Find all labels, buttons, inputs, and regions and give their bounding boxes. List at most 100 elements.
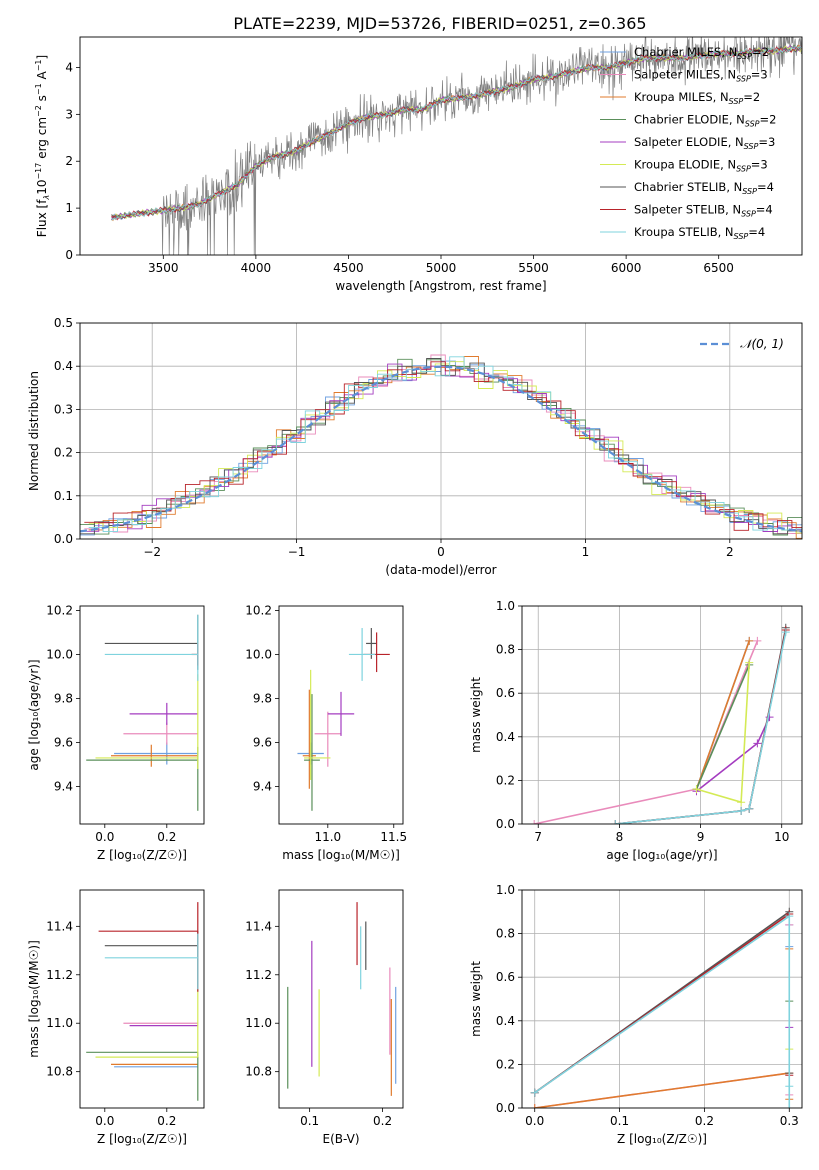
plot-area bbox=[86, 902, 199, 1101]
legend-label: Kroupa MILES, NSSP=2 bbox=[634, 90, 760, 106]
y-tick-label: 0.8 bbox=[496, 927, 515, 941]
y-tick-label: 10.8 bbox=[46, 1065, 73, 1079]
x-tick-label: 10 bbox=[774, 830, 789, 844]
weight-marker bbox=[737, 798, 746, 807]
x-tick-label: −1 bbox=[288, 545, 306, 559]
axes-frame bbox=[79, 36, 803, 256]
y-tick-label: 0.4 bbox=[54, 359, 73, 373]
weight-marker bbox=[692, 785, 701, 794]
plot-area bbox=[111, 37, 802, 255]
x-axis-label: wavelength [Angstrom, rest frame] bbox=[335, 279, 546, 293]
x-tick-label: 0.2 bbox=[157, 830, 176, 844]
weight-marker bbox=[530, 820, 539, 824]
x-tick-label: 0.2 bbox=[157, 1114, 176, 1128]
y-tick-label: 0.1 bbox=[54, 489, 73, 503]
model-spectrum-4 bbox=[111, 44, 802, 221]
y-axis-label: mass weight bbox=[469, 961, 483, 1037]
y-axis-label: age [log₁₀(age/yr)] bbox=[27, 659, 41, 770]
y-tick-label: 11.0 bbox=[46, 1016, 73, 1030]
y-tick-label: 9.4 bbox=[54, 780, 73, 794]
x-tick-label: 11.5 bbox=[380, 830, 407, 844]
x-tick-label: 8 bbox=[616, 830, 624, 844]
y-tick-label: 3 bbox=[65, 107, 73, 121]
weight-marker bbox=[530, 1104, 539, 1108]
plot-area bbox=[297, 628, 390, 811]
weight-marker bbox=[737, 806, 746, 815]
x-tick-label: 9 bbox=[697, 830, 705, 844]
y-tick-label: 9.4 bbox=[253, 780, 272, 794]
x-axis-label: mass [log₁₀(M/M☉)] bbox=[282, 848, 400, 862]
y-tick-label: 0.2 bbox=[54, 446, 73, 460]
y-tick-label: 9.8 bbox=[54, 691, 73, 705]
y-tick-label: 0.0 bbox=[54, 532, 73, 546]
x-axis-label: Z [log₁₀(Z/Z☉)] bbox=[617, 1132, 707, 1146]
y-tick-label: 0.0 bbox=[496, 1101, 515, 1115]
plot-area bbox=[80, 323, 802, 539]
model-spectrum-7 bbox=[111, 45, 802, 221]
x-axis-label: Z [log₁₀(Z/Z☉)] bbox=[97, 1132, 187, 1146]
legend-label: Salpeter MILES, NSSP=3 bbox=[634, 68, 768, 84]
y-tick-label: 10.0 bbox=[245, 647, 272, 661]
y-tick-label: 0.0 bbox=[496, 817, 515, 831]
weight-marker bbox=[745, 658, 754, 667]
weight-marker bbox=[753, 636, 762, 645]
plot-area bbox=[86, 614, 199, 811]
y-tick-label: 11.2 bbox=[245, 968, 272, 982]
x-tick-label: 0.3 bbox=[780, 1114, 799, 1128]
y-tick-label: 0.6 bbox=[496, 686, 515, 700]
y-tick-label: 1.0 bbox=[496, 599, 515, 613]
chart-residuals: −2 −1 0 1 2 0.0 0.1 0.2 0.3 0.4 0.5 (data-model)/er… bbox=[27, 316, 803, 577]
legend-label: Kroupa STELIB, NSSP=4 bbox=[634, 225, 765, 241]
weight-marker bbox=[745, 636, 754, 645]
x-tick-label: 0.0 bbox=[95, 1114, 114, 1128]
x-tick-label: 6500 bbox=[703, 261, 734, 275]
y-tick-label: 0.4 bbox=[496, 1014, 515, 1028]
plot-area bbox=[287, 902, 397, 1096]
x-tick-label: 4500 bbox=[333, 261, 364, 275]
y-tick-label: 11.0 bbox=[245, 1016, 272, 1030]
y-tick-label: 9.6 bbox=[253, 736, 272, 750]
x-axis-label: (data-model)/error bbox=[385, 563, 496, 577]
weight-marker bbox=[753, 739, 762, 748]
y-tick-label: 9.6 bbox=[54, 736, 73, 750]
chart-spectrum: 3500 4000 4500 5000 5500 6000 6500 0 1 2 3 4 wavelen… bbox=[34, 36, 803, 293]
legend-label: Chabrier ELODIE, NSSP=2 bbox=[634, 113, 776, 129]
x-axis-label: E(B-V) bbox=[322, 1132, 359, 1146]
weight-line-4 bbox=[534, 915, 790, 1094]
plot-area bbox=[522, 606, 802, 824]
axes-frame bbox=[521, 889, 803, 1109]
x-tick-label: −2 bbox=[143, 545, 161, 559]
y-tick-label: 0 bbox=[65, 248, 73, 262]
legend-label: Chabrier MILES, NSSP=2 bbox=[634, 45, 769, 61]
weight-marker bbox=[611, 820, 620, 824]
y-tick-label: 11.4 bbox=[46, 919, 73, 933]
y-tick-label: 10.2 bbox=[245, 603, 272, 617]
residual-hist-1 bbox=[84, 354, 802, 535]
y-axis-label: mass weight bbox=[469, 677, 483, 753]
legend-label: Kroupa ELODIE, NSSP=3 bbox=[634, 158, 768, 174]
x-tick-label: 0.2 bbox=[373, 1114, 392, 1128]
y-tick-label: 1.0 bbox=[496, 883, 515, 897]
y-axis-label: Normed distribution bbox=[27, 371, 41, 491]
weight-line-3 bbox=[695, 664, 750, 790]
x-tick-label: 3500 bbox=[148, 261, 179, 275]
axes-frame bbox=[278, 889, 404, 1109]
y-tick-label: 0.2 bbox=[496, 773, 515, 787]
axes-frame bbox=[79, 605, 205, 825]
plot-area bbox=[522, 890, 802, 1108]
chart-layer: 3500 4000 4500 5000 5500 6000 6500 0 1 2 3 4 wavelen… bbox=[27, 36, 803, 1146]
x-tick-label: 5500 bbox=[518, 261, 549, 275]
x-tick-label: 0.1 bbox=[610, 1114, 629, 1128]
weight-line-8 bbox=[615, 632, 787, 824]
weight-line-1 bbox=[534, 1072, 790, 1108]
axes-frame bbox=[521, 605, 803, 825]
y-tick-label: 0.4 bbox=[496, 730, 515, 744]
y-tick-label: 0.8 bbox=[496, 643, 515, 657]
legend-label: Chabrier STELIB, NSSP=4 bbox=[634, 180, 774, 196]
residual-hist-4 bbox=[84, 363, 802, 532]
x-tick-label: 0.0 bbox=[95, 830, 114, 844]
normal-curve bbox=[80, 365, 802, 533]
x-tick-label: 5000 bbox=[426, 261, 457, 275]
model-spectrum-8 bbox=[111, 45, 802, 221]
x-tick-label: 0 bbox=[437, 545, 445, 559]
